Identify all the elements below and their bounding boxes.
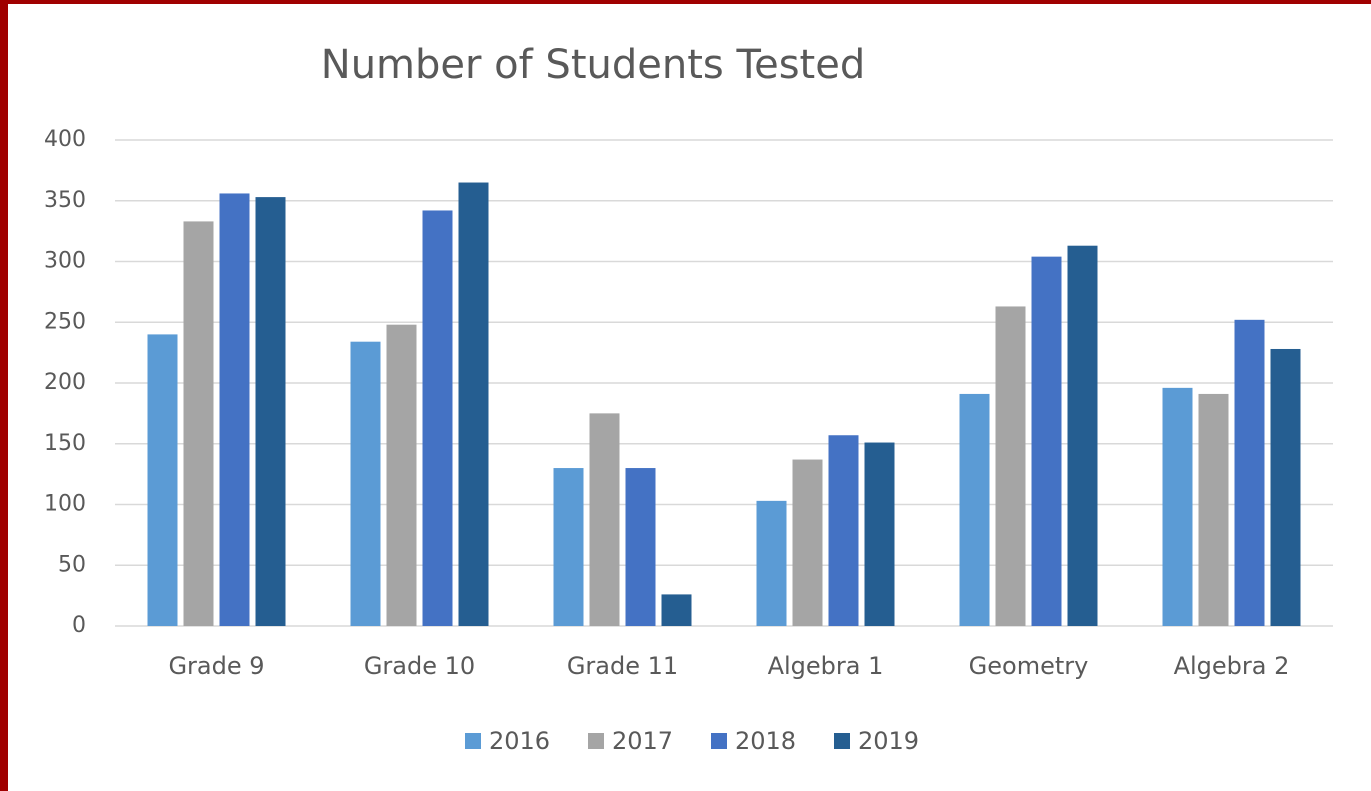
legend-swatch [711, 733, 727, 749]
bar [183, 221, 214, 626]
y-tick-label: 250 [44, 309, 86, 334]
bar [219, 193, 250, 626]
x-tick-label: Geometry [969, 652, 1089, 680]
bar [553, 468, 584, 626]
bar [386, 324, 417, 626]
bar [828, 435, 859, 626]
x-tick-label: Algebra 2 [1174, 652, 1290, 680]
legend-label: 2016 [489, 727, 550, 755]
bar [147, 334, 178, 626]
legend-label: 2018 [735, 727, 796, 755]
x-tick-label: Grade 9 [168, 652, 264, 680]
x-tick-label: Grade 10 [364, 652, 475, 680]
x-tick-label: Algebra 1 [768, 652, 884, 680]
y-tick-label: 0 [72, 613, 86, 638]
x-tick-label: Grade 11 [567, 652, 678, 680]
bar [995, 306, 1026, 626]
legend-swatch [588, 733, 604, 749]
chart: Number of Students Tested 0 50 100 150 200 25… [8, 4, 1371, 791]
legend-swatch [465, 733, 481, 749]
y-tick-label: 50 [58, 552, 86, 577]
legend-label: 2019 [858, 727, 919, 755]
bar [422, 210, 453, 626]
bar [350, 341, 381, 626]
bar [661, 594, 692, 626]
legend-swatch [834, 733, 850, 749]
y-tick-label: 300 [44, 249, 86, 274]
bar [1270, 348, 1301, 626]
y-tick-label: 400 [44, 127, 86, 152]
bar [792, 459, 823, 626]
bar [458, 182, 489, 626]
chart-title: Number of Students Tested [321, 42, 865, 88]
y-tick-label: 350 [44, 188, 86, 213]
bar [756, 500, 787, 626]
y-tick-label: 200 [44, 370, 86, 395]
bar [1234, 319, 1265, 626]
bar [1162, 387, 1193, 626]
bar [625, 468, 656, 626]
y-tick-label: 100 [44, 492, 86, 517]
bar [959, 393, 990, 626]
legend-label: 2017 [612, 727, 673, 755]
bar [255, 197, 286, 627]
bar [864, 442, 895, 626]
bar [1198, 393, 1229, 626]
y-tick-label: 150 [44, 431, 86, 456]
bar [1067, 245, 1098, 626]
bar [1031, 256, 1062, 626]
bar [589, 413, 620, 626]
